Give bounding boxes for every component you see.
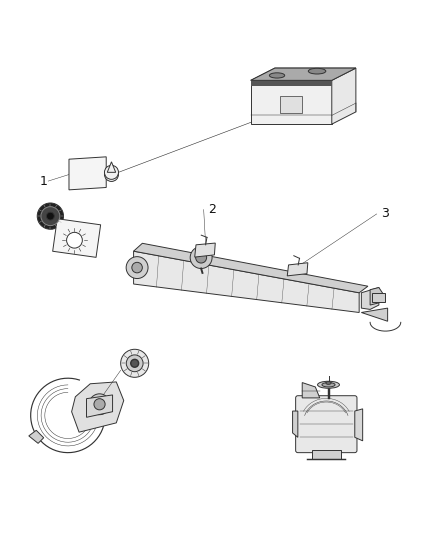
Polygon shape — [302, 383, 320, 398]
Circle shape — [89, 394, 110, 415]
Circle shape — [94, 399, 105, 410]
Polygon shape — [251, 80, 332, 124]
Polygon shape — [251, 80, 332, 86]
Circle shape — [190, 247, 212, 269]
Ellipse shape — [326, 382, 331, 384]
Text: 1: 1 — [39, 175, 47, 188]
Circle shape — [126, 355, 143, 372]
Ellipse shape — [269, 73, 285, 78]
Polygon shape — [29, 430, 44, 443]
Polygon shape — [312, 450, 340, 459]
Polygon shape — [69, 157, 106, 190]
Circle shape — [131, 359, 138, 367]
Polygon shape — [134, 243, 368, 293]
Circle shape — [132, 262, 142, 273]
Polygon shape — [332, 68, 356, 124]
Ellipse shape — [322, 383, 335, 387]
Ellipse shape — [308, 68, 326, 74]
Polygon shape — [87, 395, 113, 417]
Polygon shape — [287, 263, 308, 276]
Polygon shape — [134, 251, 359, 312]
Polygon shape — [107, 162, 116, 172]
Polygon shape — [251, 68, 356, 80]
FancyBboxPatch shape — [296, 395, 357, 453]
Circle shape — [105, 165, 118, 179]
Bar — [280, 96, 302, 113]
Polygon shape — [251, 68, 356, 80]
Text: 2: 2 — [208, 203, 216, 216]
Polygon shape — [71, 382, 124, 432]
Circle shape — [126, 257, 148, 279]
Polygon shape — [361, 287, 379, 310]
Circle shape — [105, 167, 118, 181]
Polygon shape — [293, 411, 298, 437]
Ellipse shape — [318, 381, 339, 388]
Polygon shape — [361, 308, 388, 321]
Circle shape — [41, 207, 60, 225]
Bar — [372, 293, 385, 302]
Polygon shape — [355, 409, 363, 441]
Polygon shape — [194, 243, 215, 257]
Circle shape — [120, 349, 148, 377]
Polygon shape — [53, 219, 101, 257]
Circle shape — [37, 203, 64, 229]
Circle shape — [196, 252, 207, 263]
Polygon shape — [370, 287, 383, 305]
Circle shape — [46, 212, 54, 220]
Circle shape — [67, 232, 82, 248]
Text: 3: 3 — [381, 207, 389, 221]
